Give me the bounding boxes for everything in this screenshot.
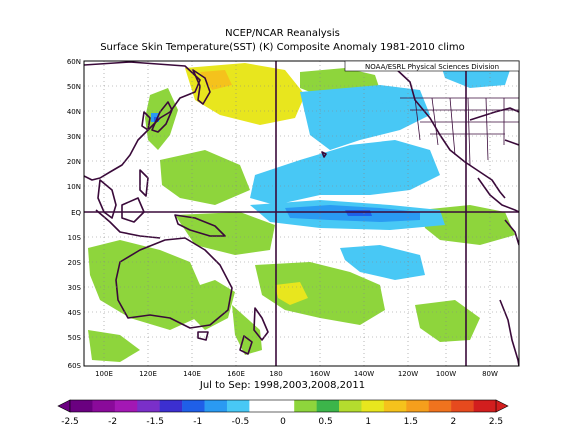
colorbar-cell xyxy=(271,400,295,412)
lat-label: EQ xyxy=(71,209,81,217)
colorbar-cell xyxy=(226,400,250,412)
colorbar-cell xyxy=(70,400,93,412)
colorbar-cell xyxy=(249,400,273,412)
lon-label: 100E xyxy=(95,370,113,378)
colorbar-cell xyxy=(137,400,160,412)
colorbar-low-arrow xyxy=(57,399,71,413)
colorbar-label: -0.5 xyxy=(232,417,250,427)
colorbar-cell xyxy=(406,400,430,412)
colorbar-label: -1 xyxy=(193,417,202,427)
lat-label: 30N xyxy=(67,133,81,141)
colorbar-cell xyxy=(451,400,474,412)
lon-label: 120W xyxy=(398,370,418,378)
colorbar-cell xyxy=(361,400,385,412)
lon-label: 140E xyxy=(183,370,201,378)
lat-label: 40N xyxy=(67,108,81,116)
lat-label: 10N xyxy=(67,183,81,191)
colorbar-cell xyxy=(92,400,116,412)
colorbar-label: 0.5 xyxy=(318,417,332,427)
colorbar-label: 2 xyxy=(451,417,457,427)
lat-label: 40S xyxy=(68,309,82,317)
negative-anomaly-regions xyxy=(250,62,510,280)
colorbar-high-arrow xyxy=(495,399,509,413)
lon-label: 180 xyxy=(269,370,282,378)
period-caption: Jul to Sep: 1998,2003,2008,2011 xyxy=(199,380,366,391)
lat-label: 10S xyxy=(68,234,82,242)
colorbar-label: 1 xyxy=(365,417,371,427)
colorbar-cell xyxy=(383,400,407,412)
lat-label: 50N xyxy=(67,83,81,91)
lon-label: 100W xyxy=(436,370,456,378)
colorbar-label: 2.5 xyxy=(489,417,503,427)
colorbar-label: -2.5 xyxy=(61,417,79,427)
positive-anomaly-regions xyxy=(88,68,515,362)
lat-label: 50S xyxy=(68,334,82,342)
lat-label: 20S xyxy=(68,259,82,267)
colorbar-cell xyxy=(428,400,452,412)
region-box-lines xyxy=(84,61,519,366)
colorbar-label: -2 xyxy=(108,417,117,427)
colorbar-label: -1.5 xyxy=(146,417,164,427)
lon-label: 160E xyxy=(227,370,245,378)
map-title: NCEP/NCAR Reanalysis xyxy=(225,28,340,39)
graticule xyxy=(84,61,519,366)
map-subtitle: Surface Skin Temperature(SST) (K) Compos… xyxy=(100,42,465,53)
lon-label: 160W xyxy=(310,370,330,378)
colorbar-label: 0 xyxy=(280,417,286,427)
credit-label: NOAA/ESRL Physical Sciences Division xyxy=(365,63,499,71)
map-border xyxy=(83,60,520,367)
colorbar: -2.5 -2 -1.5 -1 -0.5 0 0.5 1 1.5 2 2.5 xyxy=(57,399,509,427)
colorbar-cell xyxy=(294,400,317,412)
colorbar-cell xyxy=(316,400,340,412)
lon-label: 120E xyxy=(139,370,157,378)
colorbar-cell xyxy=(339,400,362,412)
lat-label: 30S xyxy=(68,284,82,292)
lat-label: 20N xyxy=(67,158,81,166)
state-borders xyxy=(400,97,519,166)
colorbar-cell xyxy=(204,400,228,412)
colorbar-cell xyxy=(473,400,497,412)
lat-label: 60S xyxy=(68,362,82,370)
colorbar-cell xyxy=(182,400,205,412)
colorbar-cell xyxy=(159,400,183,412)
colorbar-cell xyxy=(114,400,138,412)
lon-label: 80W xyxy=(482,370,498,378)
lat-label: 60N xyxy=(67,58,81,66)
colorbar-label: 1.5 xyxy=(404,417,418,427)
lon-label: 140W xyxy=(354,370,374,378)
